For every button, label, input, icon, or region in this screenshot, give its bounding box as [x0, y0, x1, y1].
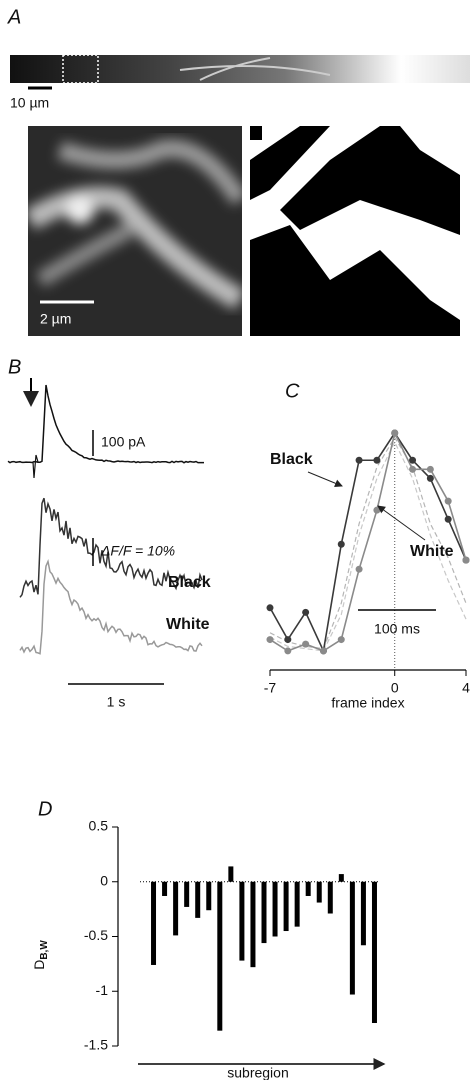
point	[444, 497, 452, 505]
trace-label: White	[166, 616, 210, 633]
bar	[173, 881, 179, 936]
annotation-arrow	[377, 505, 426, 541]
zoom-image	[28, 126, 242, 336]
bar	[272, 881, 278, 937]
point	[337, 636, 345, 644]
bar	[316, 881, 322, 903]
y-axis-label-main: D	[31, 960, 47, 970]
scale-label: 100 pA	[101, 434, 146, 450]
annotation-arrow	[307, 471, 343, 488]
scale-label: ΔF/F = 10%	[100, 543, 175, 559]
point	[426, 465, 434, 473]
bar	[151, 881, 157, 965]
trace	[7, 384, 204, 464]
panel-label: A	[7, 6, 21, 28]
bar	[228, 866, 234, 882]
scale-label: 2 µm	[40, 311, 71, 327]
scale-label: 10 µm	[10, 95, 49, 111]
y-tick-label: -1.5	[84, 1037, 108, 1053]
x-axis-label: subregion	[227, 1065, 289, 1080]
stimulus-artifact	[32, 454, 39, 479]
point	[284, 647, 292, 655]
point	[444, 515, 452, 523]
binary-image	[250, 126, 460, 336]
y-tick-label: 0	[100, 872, 108, 888]
point	[337, 540, 345, 548]
bar	[371, 881, 377, 1024]
scale-label: 1 s	[107, 694, 126, 710]
series-line	[269, 440, 467, 652]
traces	[7, 384, 204, 655]
point	[409, 456, 417, 464]
bar	[206, 881, 212, 911]
bar	[250, 881, 256, 968]
x-axis-label: frame index	[331, 695, 404, 711]
scale-label: 100 ms	[374, 621, 420, 637]
bar	[261, 881, 267, 944]
bar	[239, 881, 245, 961]
bar	[283, 881, 289, 932]
point	[355, 456, 363, 464]
bar	[327, 881, 333, 914]
panel-label: D	[38, 798, 52, 820]
point	[284, 636, 292, 644]
point	[373, 506, 381, 514]
image-strip	[10, 55, 470, 83]
x-tick-label: -7	[264, 680, 277, 696]
annotation: White	[410, 543, 454, 560]
bar	[217, 881, 223, 1031]
y-axis-label-sub: B,W	[39, 940, 50, 960]
bar	[349, 881, 355, 995]
trace-label: Black	[168, 574, 211, 591]
bar	[338, 874, 344, 882]
point	[319, 647, 327, 655]
annotation: Black	[270, 451, 313, 468]
bar	[195, 881, 201, 918]
panel-label: B	[8, 356, 21, 378]
y-tick-label: 0.5	[89, 818, 109, 834]
x-tick-label: 4	[462, 680, 470, 696]
y-axis-label: DB,W	[31, 940, 50, 970]
point	[266, 604, 274, 612]
trace	[19, 558, 203, 655]
point	[373, 456, 381, 464]
y-tick-label: -0.5	[84, 927, 108, 943]
point	[266, 636, 274, 644]
x-tick-label: 0	[391, 680, 399, 696]
point	[409, 465, 417, 473]
series-line	[269, 431, 467, 654]
point	[426, 474, 434, 482]
strip-detail	[179, 57, 331, 81]
bar	[162, 881, 168, 896]
point	[355, 565, 363, 573]
roi-box	[62, 54, 99, 84]
point	[462, 556, 470, 564]
point	[302, 640, 310, 648]
trace	[19, 497, 203, 598]
y-tick-label: -1	[96, 982, 109, 998]
panel-label: C	[285, 380, 300, 402]
bar	[305, 881, 311, 896]
bar	[360, 881, 366, 946]
bar	[294, 881, 300, 927]
point	[391, 429, 399, 437]
point	[302, 608, 310, 616]
bar	[184, 881, 190, 907]
